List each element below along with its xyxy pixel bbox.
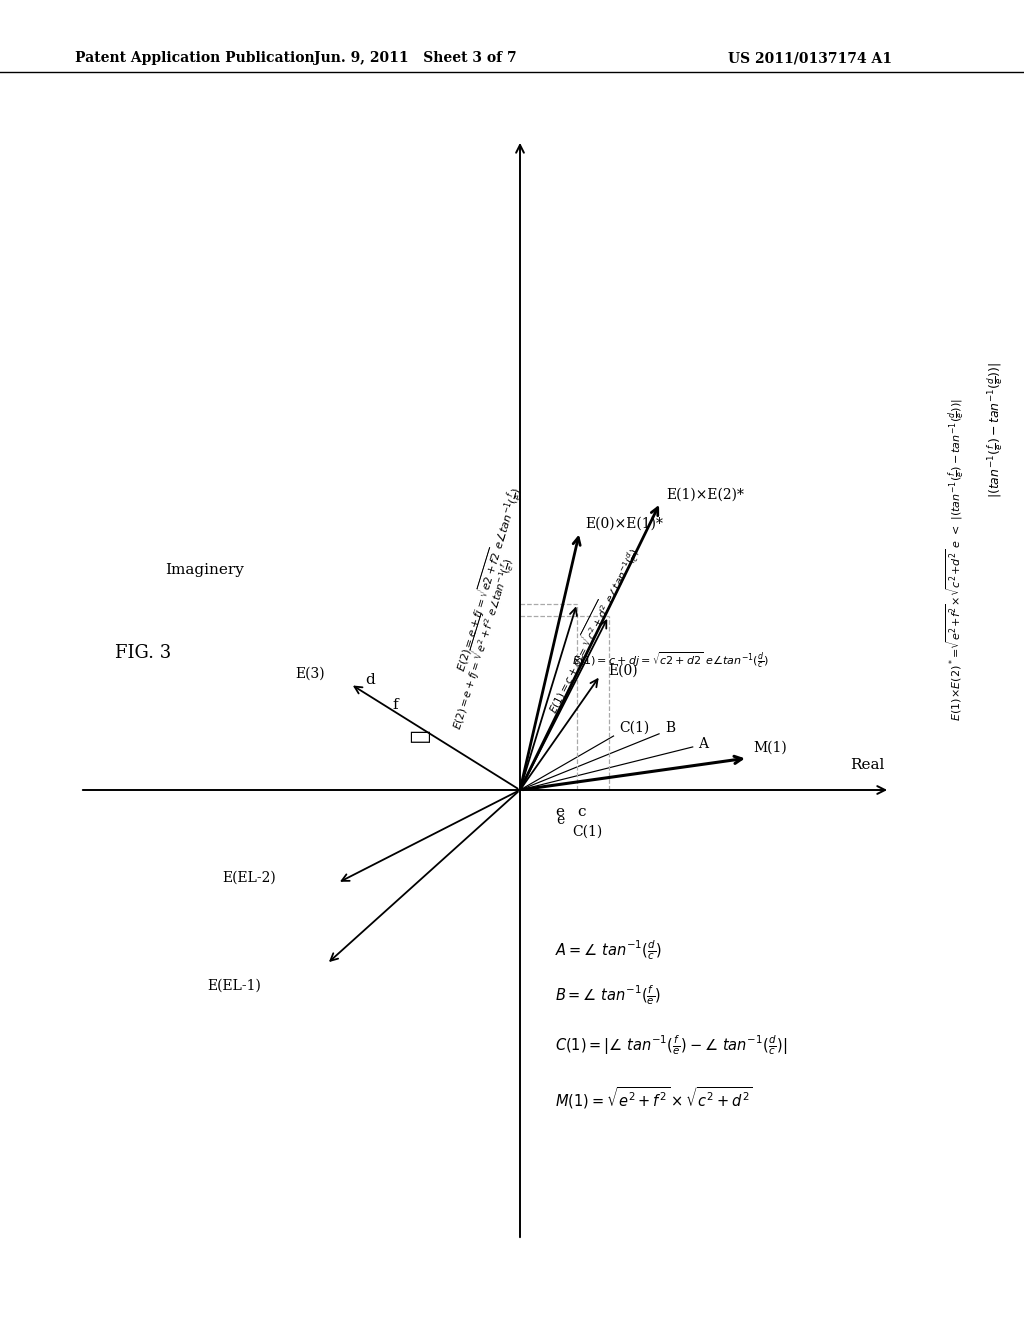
Text: c: c (578, 805, 587, 818)
Text: A: A (697, 737, 708, 751)
Text: $E(1)\!\times\!E(2)^*\!=\!\sqrt{e^2\!+\!f^2}\!\times\!\sqrt{c^2\!+\!d^2}\ e\ <\ : $E(1)\!\times\!E(2)^*\!=\!\sqrt{e^2\!+\!… (944, 399, 966, 721)
Text: e: e (556, 813, 564, 828)
Text: d: d (366, 673, 375, 686)
Text: $A = \angle\ tan^{-1}(\frac{d}{c})$: $A = \angle\ tan^{-1}(\frac{d}{c})$ (555, 939, 663, 962)
Text: $E(1)=c+dj=\sqrt{c2+d2}\ e \angle tan^{-1}(\frac{d}{c})$: $E(1)=c+dj=\sqrt{c2+d2}\ e \angle tan^{-… (572, 649, 769, 669)
Text: Patent Application Publication: Patent Application Publication (75, 51, 314, 65)
Text: $M(1) = \sqrt{e^2+f^2} \times \sqrt{c^2+d^2}$: $M(1) = \sqrt{e^2+f^2} \times \sqrt{c^2+… (555, 1085, 753, 1111)
Text: $B = \angle\ tan^{-1}(\frac{f}{e})$: $B = \angle\ tan^{-1}(\frac{f}{e})$ (555, 983, 662, 1007)
Text: ⋯: ⋯ (409, 729, 431, 742)
Text: M(1): M(1) (754, 741, 787, 755)
Text: e: e (555, 805, 564, 818)
Text: E(0): E(0) (608, 664, 638, 677)
Text: E(EL-1): E(EL-1) (207, 979, 261, 993)
Text: E(EL-2): E(EL-2) (222, 871, 276, 886)
Text: US 2011/0137174 A1: US 2011/0137174 A1 (728, 51, 892, 65)
Text: Jun. 9, 2011   Sheet 3 of 7: Jun. 9, 2011 Sheet 3 of 7 (313, 51, 516, 65)
Text: E(3): E(3) (295, 667, 325, 681)
Text: C(1): C(1) (572, 825, 602, 840)
Text: f: f (392, 698, 397, 711)
Text: C(1): C(1) (620, 721, 650, 735)
Text: $E(2)=e+fj=\sqrt{e2+f2}\ e \angle tan^{-1}(\frac{f}{e})$: $E(2)=e+fj=\sqrt{e2+f2}\ e \angle tan^{-… (452, 484, 526, 675)
Text: $E(2)=e+fj=\sqrt{e^2+f^2}\ e \angle tan^{-1}(\frac{f}{e})$: $E(2)=e+fj=\sqrt{e^2+f^2}\ e \angle tan^… (446, 556, 519, 733)
Text: $E(1)=c+dj=\sqrt{c^2+d^2}\ e \angle tan^{-1}(\frac{d}{c})$: $E(1)=c+dj=\sqrt{c^2+d^2}\ e \angle tan^… (543, 544, 644, 717)
Text: $|(tan^{-1}(\frac{f}{e})-tan^{-1}(\frac{d}{e}))|$: $|(tan^{-1}(\frac{f}{e})-tan^{-1}(\frac{… (985, 362, 1005, 498)
Text: E(0)×E(1)*: E(0)×E(1)* (586, 517, 664, 531)
Text: Imaginery: Imaginery (165, 564, 244, 577)
Text: B: B (665, 721, 675, 735)
Text: FIG. 3: FIG. 3 (115, 644, 171, 663)
Text: $C(1) = |\angle\ tan^{-1}(\frac{f}{e}) - \angle\ tan^{-1}(\frac{d}{c})|$: $C(1) = |\angle\ tan^{-1}(\frac{f}{e}) -… (555, 1034, 787, 1056)
Text: Real: Real (851, 758, 885, 772)
Text: E(1)×E(2)*: E(1)×E(2)* (667, 487, 744, 502)
